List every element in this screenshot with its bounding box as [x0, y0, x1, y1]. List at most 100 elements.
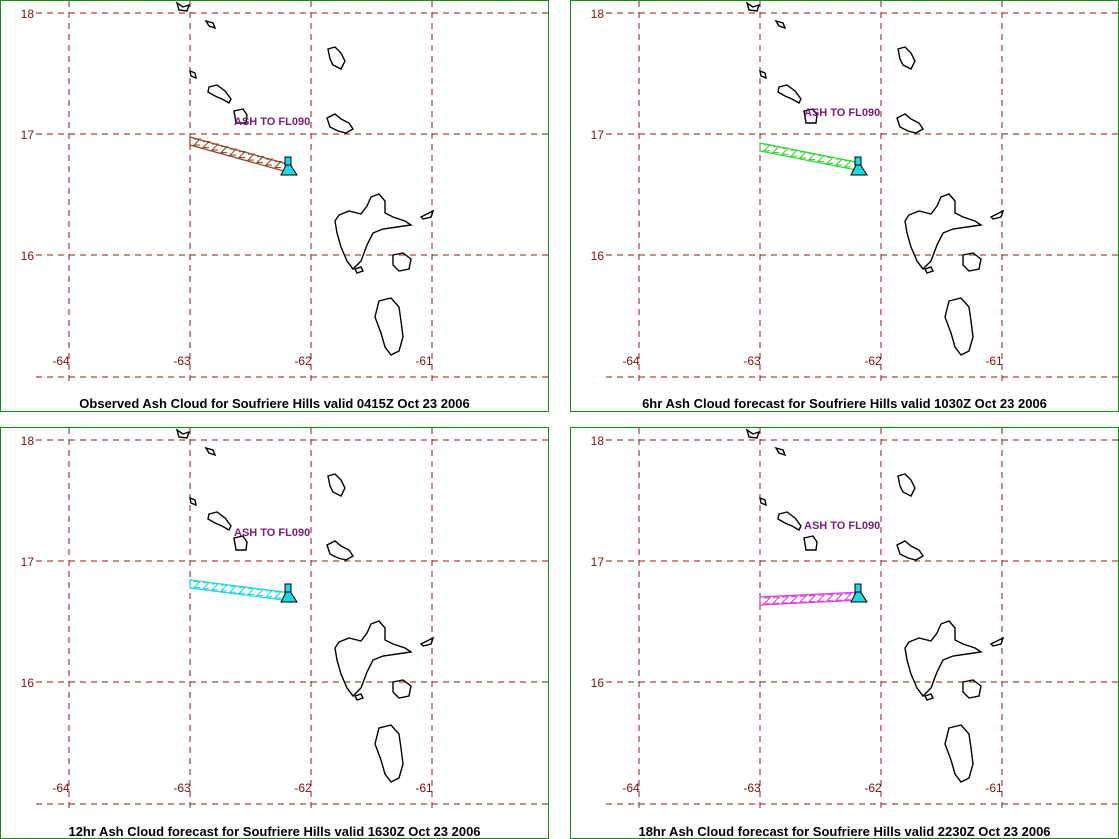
ash-hatch — [264, 158, 274, 166]
island-outline — [944, 297, 974, 356]
lon-tick-label: -64 — [52, 354, 70, 368]
ash-hatch — [201, 582, 211, 590]
lat-tick-label: 18 — [21, 434, 35, 448]
island-outline — [189, 496, 197, 507]
ash-hatch — [816, 594, 826, 602]
island-outline — [777, 84, 802, 104]
island-outline — [803, 108, 818, 124]
ash-hatch — [237, 586, 247, 594]
ash-hatch — [780, 596, 790, 604]
island-outline — [207, 84, 232, 104]
ash-hatch — [771, 596, 781, 604]
ash-hatch — [219, 584, 229, 592]
lon-tick-label: -64 — [622, 781, 640, 795]
ash-hatch — [843, 160, 853, 168]
island-outline — [759, 69, 767, 80]
ash-cloud-polygon — [759, 142, 862, 172]
lon-tick-label: -62 — [294, 781, 312, 795]
ash-hatch — [255, 156, 265, 164]
island-outline — [354, 266, 364, 274]
island-outline — [207, 511, 232, 531]
ash-altitude-label: ASH TO FL090 — [234, 527, 310, 539]
lat-tick-label: 18 — [21, 7, 35, 21]
lon-tick-label: -62 — [294, 354, 312, 368]
island-outline — [759, 496, 767, 507]
island-outline — [419, 636, 435, 647]
graticule — [606, 1, 1118, 381]
graticule — [606, 428, 1118, 808]
map-canvas: 18 17 16 -64 -63 -62 -61 ASH TO FL090 — [591, 1, 1118, 381]
lat-tick-label: 17 — [591, 128, 605, 142]
lat-tick-label: 17 — [21, 555, 35, 569]
map-panel-observed: 18 17 16 -64 -63 -62 -61 ASH TO FL090 Observed … — [0, 0, 549, 412]
ash-cloud-polygon — [189, 579, 292, 602]
lat-tick-label: 16 — [21, 676, 35, 690]
ash-hatch — [843, 593, 853, 601]
island-outline — [962, 679, 982, 699]
lon-tick-label: -64 — [52, 781, 70, 795]
ash-hatch — [219, 146, 229, 154]
island-outline — [962, 252, 982, 272]
ash-hatch — [789, 149, 799, 157]
lat-tick-label: 17 — [21, 128, 35, 142]
ash-hatch — [237, 151, 247, 159]
ash-hatch — [807, 595, 817, 603]
island-outline — [419, 209, 435, 220]
island-outline — [774, 19, 787, 30]
coastlines — [745, 1, 1005, 356]
panel-caption: 18hr Ash Cloud forecast for Soufriere Hi… — [638, 824, 1051, 839]
map-canvas: 18 17 16 -64 -63 -62 -61 ASH TO FL090 — [21, 428, 548, 808]
map-canvas: 18 17 16 -64 -63 -62 -61 ASH TO FL090 — [591, 428, 1118, 808]
lon-tick-label: -61 — [415, 354, 433, 368]
island-outline — [896, 540, 924, 561]
island-outline — [924, 266, 934, 274]
island-outline — [745, 428, 761, 439]
ash-cloud-polygon — [759, 591, 862, 606]
graticule — [36, 428, 548, 808]
lon-tick-label: -63 — [173, 354, 191, 368]
ash-altitude-label: ASH TO FL090 — [234, 116, 310, 128]
island-outline — [204, 19, 217, 30]
island-outline — [374, 724, 404, 783]
map-panel-12hr: 18 17 16 -64 -63 -62 -61 ASH TO FL090 12hr Ash … — [0, 427, 549, 839]
ash-hatch — [246, 587, 256, 596]
ash-hatch — [762, 597, 772, 605]
ash-hatch — [834, 158, 844, 166]
island-outline — [392, 252, 412, 272]
island-outline — [896, 113, 924, 134]
map-panel-6hr: 18 17 16 -64 -63 -62 -61 ASH TO FL090 6hr Ash C… — [570, 0, 1119, 412]
ash-hatch — [816, 154, 826, 163]
island-outline — [989, 209, 1005, 220]
lon-tick-label: -63 — [743, 354, 761, 368]
island-outline — [233, 108, 248, 124]
island-outline — [774, 446, 787, 457]
island-outline — [897, 46, 916, 70]
ash-hatch — [762, 144, 772, 152]
ash-hatch — [246, 153, 256, 161]
volcano-triangle-icon — [850, 583, 868, 603]
ash-hatch — [807, 153, 817, 161]
island-outline — [326, 113, 354, 134]
coastlines — [175, 428, 435, 783]
lat-tick-label: 18 — [591, 7, 605, 21]
volcano-triangle-icon — [280, 156, 298, 176]
graticule — [36, 1, 548, 381]
ash-hatch — [834, 593, 844, 601]
ash-hatch — [255, 589, 265, 597]
ash-hatch — [825, 594, 835, 602]
ash-altitude-label: ASH TO FL090 — [804, 520, 880, 532]
island-outline — [204, 446, 217, 457]
ash-hatch — [273, 591, 283, 599]
ash-hatch — [192, 580, 202, 589]
map-panel-18hr: 18 17 16 -64 -63 -62 -61 ASH TO FL090 18hr Ash … — [570, 427, 1119, 839]
island-outline — [392, 679, 412, 699]
island-outline — [374, 297, 404, 356]
island-outline — [354, 693, 364, 701]
panel-caption: Observed Ash Cloud for Soufriere Hills v… — [79, 396, 470, 411]
island-outline — [189, 69, 197, 80]
ash-hatch — [201, 141, 211, 149]
ash-hatch — [825, 156, 835, 164]
coastlines — [175, 1, 435, 356]
island-outline — [175, 1, 191, 12]
map-canvas: 18 17 16 -64 -63 -62 -61 ASH TO FL090 — [21, 1, 548, 381]
